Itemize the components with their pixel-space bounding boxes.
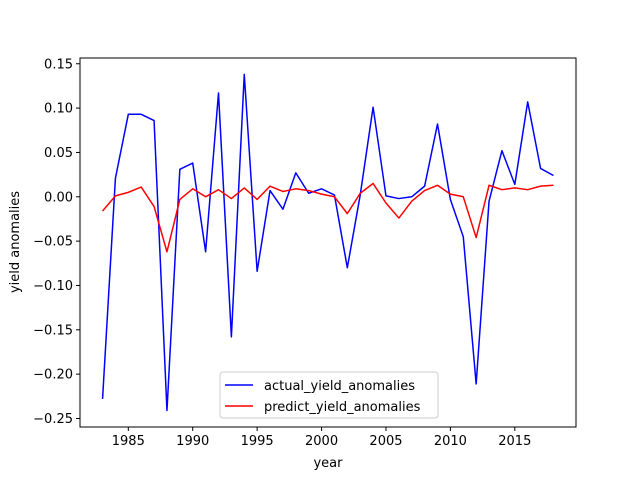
y-axis-label: yield anomalies — [8, 191, 23, 293]
x-tick-label: 2005 — [369, 434, 402, 449]
x-tick-label: 1995 — [241, 434, 274, 449]
legend-label-predict: predict_yield_anomalies — [264, 400, 421, 415]
y-tick-label: −0.25 — [33, 412, 73, 427]
x-tick-label: 2015 — [498, 434, 531, 449]
axes-frame — [79, 57, 577, 428]
y-tick-label: 0.00 — [44, 190, 73, 205]
legend: actual_yield_anomalies predict_yield_ano… — [219, 371, 439, 419]
y-tick-label: 0.05 — [44, 146, 73, 161]
predict-yield-anomalies-line — [101, 182, 554, 253]
y-tick-label: 0.15 — [44, 57, 73, 72]
x-tick-label: 1985 — [112, 434, 145, 449]
legend-label-actual: actual_yield_anomalies — [264, 379, 415, 394]
x-tick-label: 1990 — [176, 434, 209, 449]
x-axis-ticks: 1985 1990 1995 2000 2005 2010 2015 — [112, 427, 531, 449]
y-tick-label: −0.15 — [33, 323, 73, 338]
y-tick-label: −0.05 — [33, 235, 73, 250]
legend-box — [219, 371, 439, 419]
y-tick-label: −0.20 — [33, 368, 73, 383]
y-tick-label: −0.10 — [33, 279, 73, 294]
y-tick-label: 0.10 — [44, 102, 73, 117]
x-tick-label: 2000 — [305, 434, 338, 449]
y-axis-ticks: −0.25 −0.20 −0.15 −0.10 −0.05 0.00 0.05 0.10 0.1… — [33, 57, 80, 427]
x-axis-label: year — [313, 456, 343, 471]
plot-area — [80, 58, 576, 427]
series-layer — [101, 73, 554, 412]
x-tick-label: 2010 — [434, 434, 467, 449]
